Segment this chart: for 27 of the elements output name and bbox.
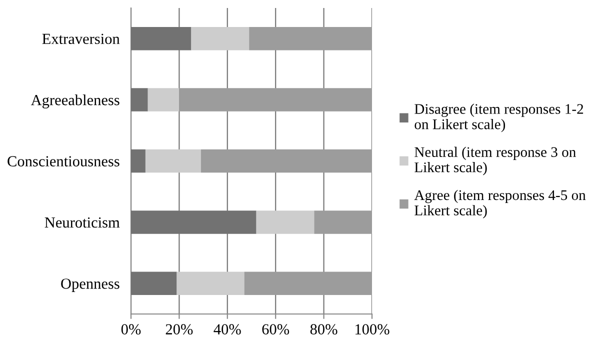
legend-label: Neutral (item response 3 on Likert scale) xyxy=(414,146,576,176)
bar xyxy=(256,210,314,234)
bar xyxy=(148,88,180,112)
bar xyxy=(244,272,372,296)
y-tick-label: Extraversion xyxy=(42,34,120,44)
legend-label: Disagree (item responses 1-2 on Likert scale) xyxy=(414,104,584,132)
y-tick-label: Agreeableness xyxy=(30,94,120,108)
x-tick-label: 100% xyxy=(356,324,390,335)
x-tick-label: 20% xyxy=(166,324,193,335)
bar xyxy=(179,88,372,112)
bar xyxy=(249,26,372,50)
x-tick-label: 40% xyxy=(214,324,241,335)
y-tick-label: Conscientiousness xyxy=(8,156,120,166)
x-tick-label: 80% xyxy=(310,324,338,335)
bar xyxy=(131,272,177,296)
bar xyxy=(131,149,146,173)
y-tick-label: Neuroticism xyxy=(44,217,120,228)
legend-label: Agree (item responses 4-5 on Likert scale) xyxy=(414,190,586,218)
bar xyxy=(191,26,250,50)
y-tick-label: Openness xyxy=(61,278,120,292)
bar xyxy=(200,149,372,173)
x-tick-label: 60% xyxy=(262,324,290,335)
bar xyxy=(131,88,148,112)
x-tick-label: 0% xyxy=(121,324,141,335)
bar xyxy=(176,272,244,296)
bar xyxy=(145,149,201,173)
bar xyxy=(314,210,372,234)
